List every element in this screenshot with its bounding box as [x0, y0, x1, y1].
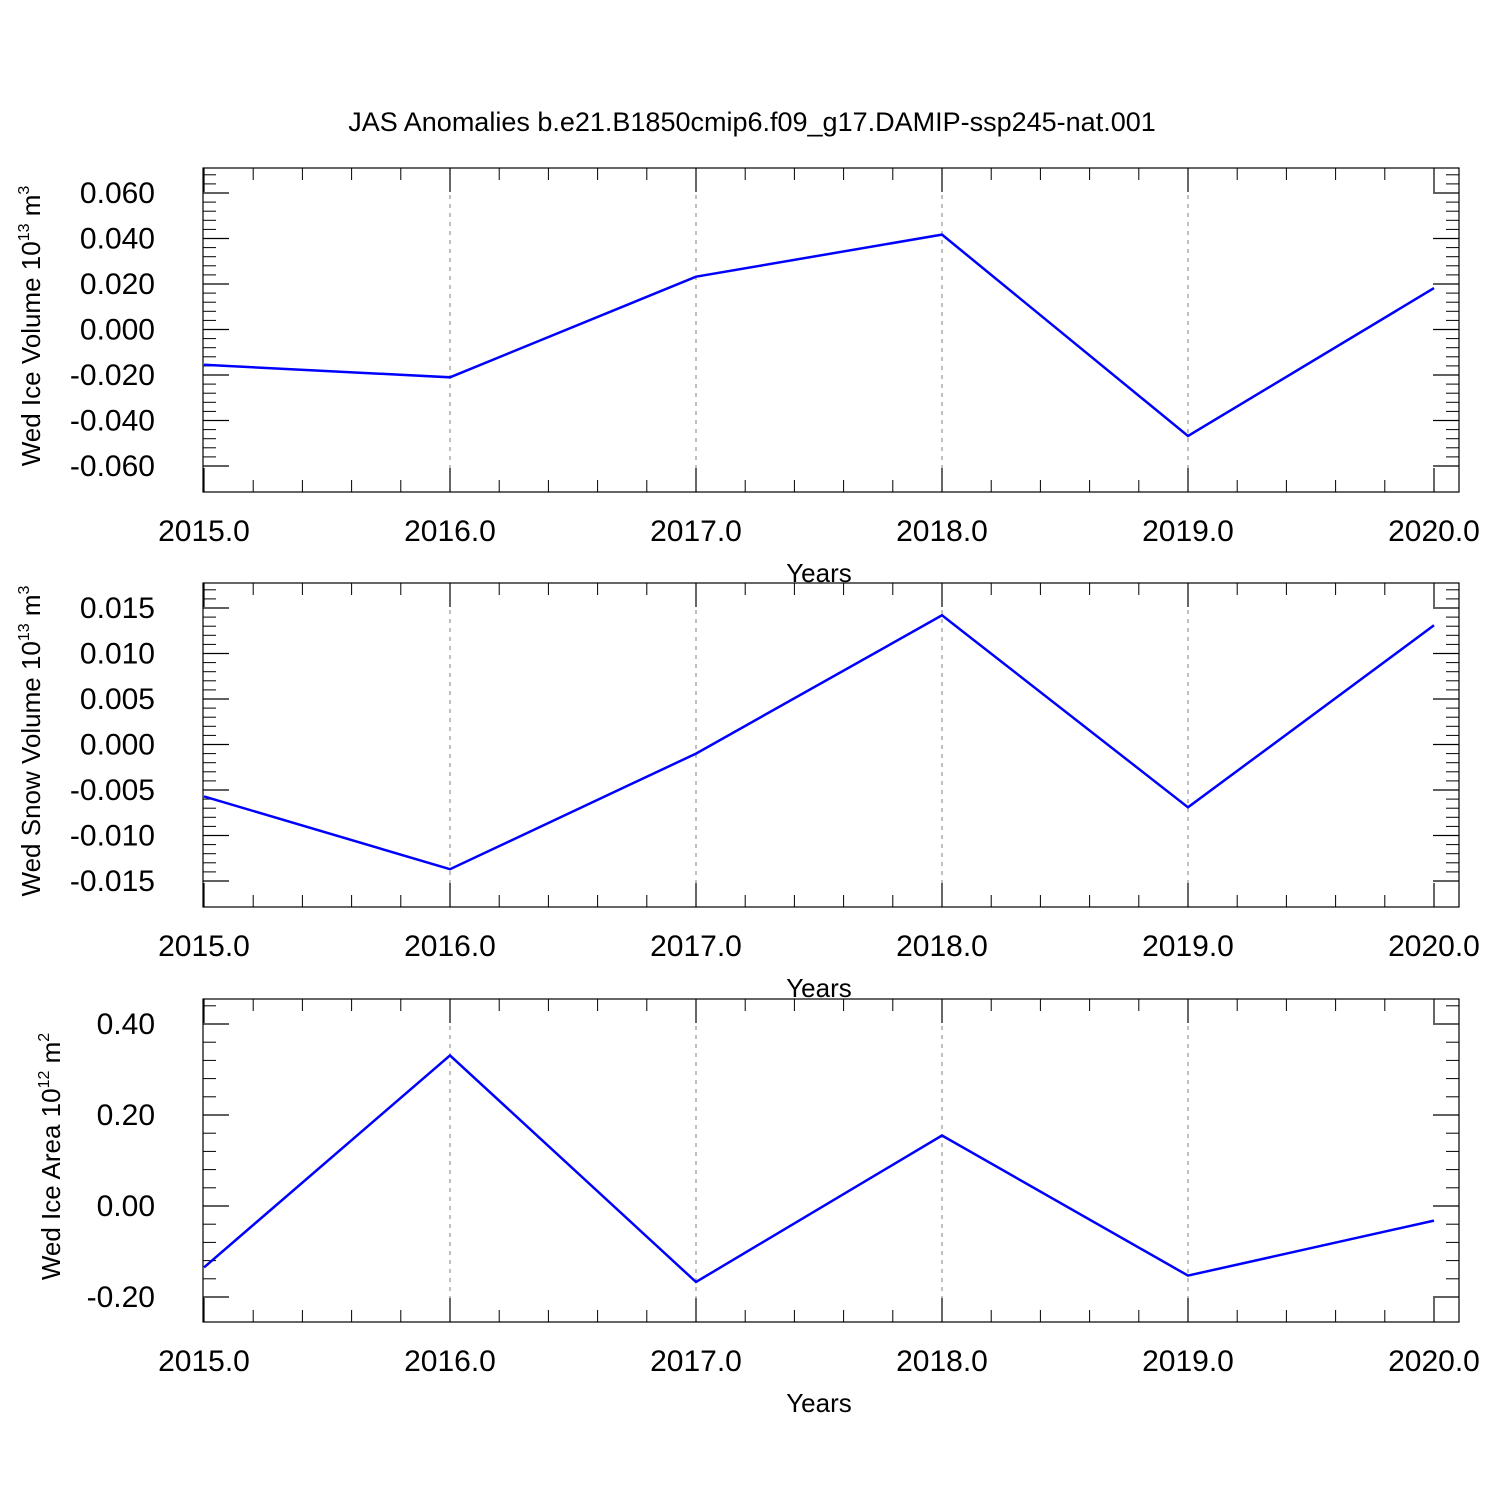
x-tick-label: 2016.0 — [404, 1345, 496, 1378]
y-tick-label: -0.060 — [70, 450, 155, 483]
y-axis-title-superscript: 13 — [16, 623, 33, 641]
x-tick-label: 2015.0 — [158, 930, 250, 963]
y-axis-title-superscript: 3 — [16, 186, 33, 195]
y-axis-title-text: Wed Ice Volume 10 — [16, 241, 46, 466]
chart-panel-1: 0.0600.0400.0200.000-0.020-0.040-0.06020… — [16, 167, 1480, 588]
y-tick-label: 0.00 — [97, 1190, 155, 1223]
x-tick-label: 2020.0 — [1388, 1345, 1480, 1378]
y-tick-label: 0.040 — [80, 223, 155, 256]
x-tick-label: 2016.0 — [404, 930, 496, 963]
y-axis-title-text: Wed Snow Volume 10 — [16, 641, 46, 896]
y-tick-label: -0.20 — [87, 1281, 155, 1314]
x-tick-label: 2017.0 — [650, 1345, 742, 1378]
series-line — [203, 613, 1435, 871]
y-axis-title-superscript: 2 — [36, 1033, 53, 1042]
y-tick-label: -0.010 — [70, 820, 155, 853]
y-tick-label: 0.015 — [80, 592, 155, 625]
x-tick-label: 2020.0 — [1388, 930, 1480, 963]
y-axis-title-text: Wed Ice Area 10 — [36, 1088, 66, 1280]
y-axis-title: Wed Snow Volume 1013 m3 — [16, 585, 46, 896]
x-axis-title: Years — [786, 973, 852, 1003]
x-tick-label: 2017.0 — [650, 515, 742, 548]
y-axis-title-superscript: 13 — [16, 223, 33, 241]
y-tick-label: -0.020 — [70, 359, 155, 392]
y-tick-label: 0.020 — [80, 268, 155, 301]
x-tick-label: 2019.0 — [1142, 515, 1234, 548]
x-tick-label: 2019.0 — [1142, 1345, 1234, 1378]
chart-panel-2: 0.0150.0100.0050.000-0.005-0.010-0.01520… — [16, 582, 1480, 1003]
x-tick-label: 2018.0 — [896, 930, 988, 963]
y-axis-title-text: m — [16, 594, 46, 623]
x-axis-title: Years — [786, 1388, 852, 1418]
x-tick-label: 2018.0 — [896, 515, 988, 548]
y-tick-label: 0.40 — [97, 1008, 155, 1041]
x-tick-label: 2015.0 — [158, 1345, 250, 1378]
x-tick-label: 2015.0 — [158, 515, 250, 548]
x-tick-label: 2020.0 — [1388, 515, 1480, 548]
y-tick-label: -0.040 — [70, 405, 155, 438]
chart-title: JAS Anomalies b.e21.B1850cmip6.f09_g17.D… — [348, 107, 1156, 137]
y-axis-title: Wed Ice Volume 1013 m3 — [16, 186, 46, 467]
x-tick-label: 2016.0 — [404, 515, 496, 548]
y-tick-label: 0.060 — [80, 177, 155, 210]
plot-frame — [202, 167, 1460, 493]
y-tick-label: 0.005 — [80, 683, 155, 716]
x-tick-label: 2017.0 — [650, 930, 742, 963]
y-tick-label: 0.010 — [80, 638, 155, 671]
x-tick-label: 2018.0 — [896, 1345, 988, 1378]
y-tick-label: 0.000 — [80, 729, 155, 762]
y-tick-label: 0.20 — [97, 1099, 155, 1132]
y-tick-label: -0.005 — [70, 774, 155, 807]
y-tick-label: 0.000 — [80, 314, 155, 347]
x-tick-label: 2019.0 — [1142, 930, 1234, 963]
y-axis-title-text: m — [16, 195, 46, 224]
y-axis-title-superscript: 12 — [36, 1071, 53, 1089]
series-line — [203, 1053, 1435, 1284]
chart-panels: 0.0600.0400.0200.000-0.020-0.040-0.06020… — [16, 167, 1480, 1418]
y-axis-title-text: m — [36, 1042, 66, 1071]
y-tick-label: -0.015 — [70, 865, 155, 898]
plot-frame — [202, 998, 1460, 1323]
series-line — [203, 233, 1435, 438]
y-axis-title-superscript: 3 — [16, 585, 33, 594]
y-axis-title: Wed Ice Area 1012 m2 — [36, 1033, 66, 1280]
